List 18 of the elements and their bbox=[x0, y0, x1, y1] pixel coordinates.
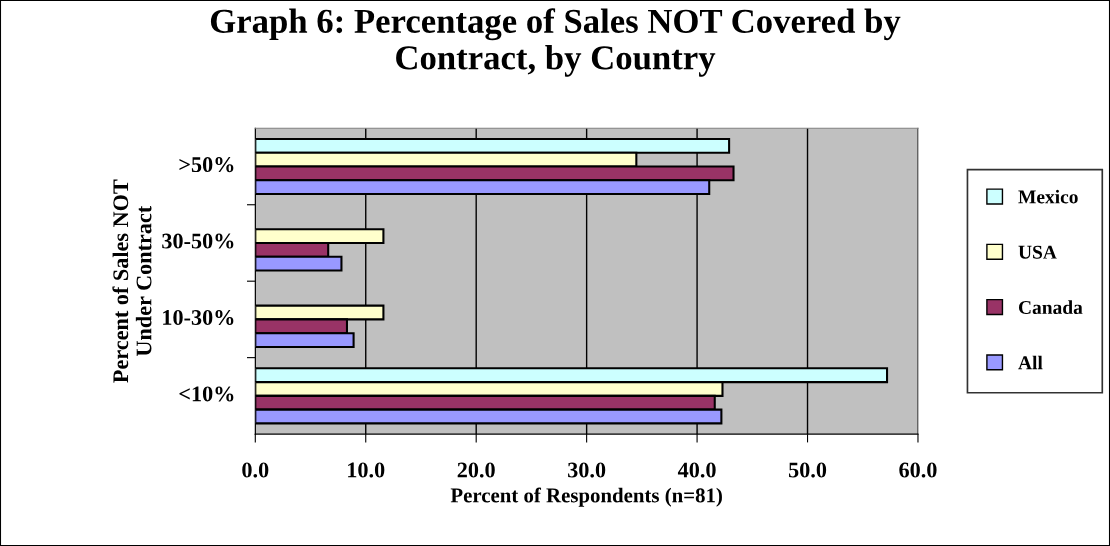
y-tick-label: 10-30% bbox=[163, 309, 234, 326]
x-tick-label: 40.0 bbox=[677, 462, 716, 478]
x-tick-label: 60.0 bbox=[899, 462, 937, 478]
y-tick-label: >50% bbox=[179, 157, 234, 173]
y-axis-title: Percent of Sales NOT Under Contract bbox=[112, 179, 152, 383]
x-tick-label: 0.0 bbox=[242, 462, 269, 478]
legend-label: Mexico bbox=[1018, 189, 1078, 204]
legend-label: USA bbox=[1018, 245, 1057, 259]
x-tick-label: 30.0 bbox=[568, 462, 606, 478]
x-tick-label: 50.0 bbox=[788, 462, 827, 478]
legend-label: All bbox=[1018, 355, 1043, 370]
chart-title: Graph 6: Percentage of Sales NOT Covered by Contract, by Country bbox=[210, 8, 901, 77]
y-tick-label: 30-50% bbox=[162, 233, 234, 249]
legend-label: Canada bbox=[1018, 300, 1083, 315]
x-tick-label: 20.0 bbox=[457, 462, 495, 478]
y-tick-label: <10% bbox=[179, 386, 234, 402]
x-tick-label: 10.0 bbox=[348, 462, 385, 478]
x-axis-title: Percent of Respondents (n=81) bbox=[450, 487, 722, 507]
